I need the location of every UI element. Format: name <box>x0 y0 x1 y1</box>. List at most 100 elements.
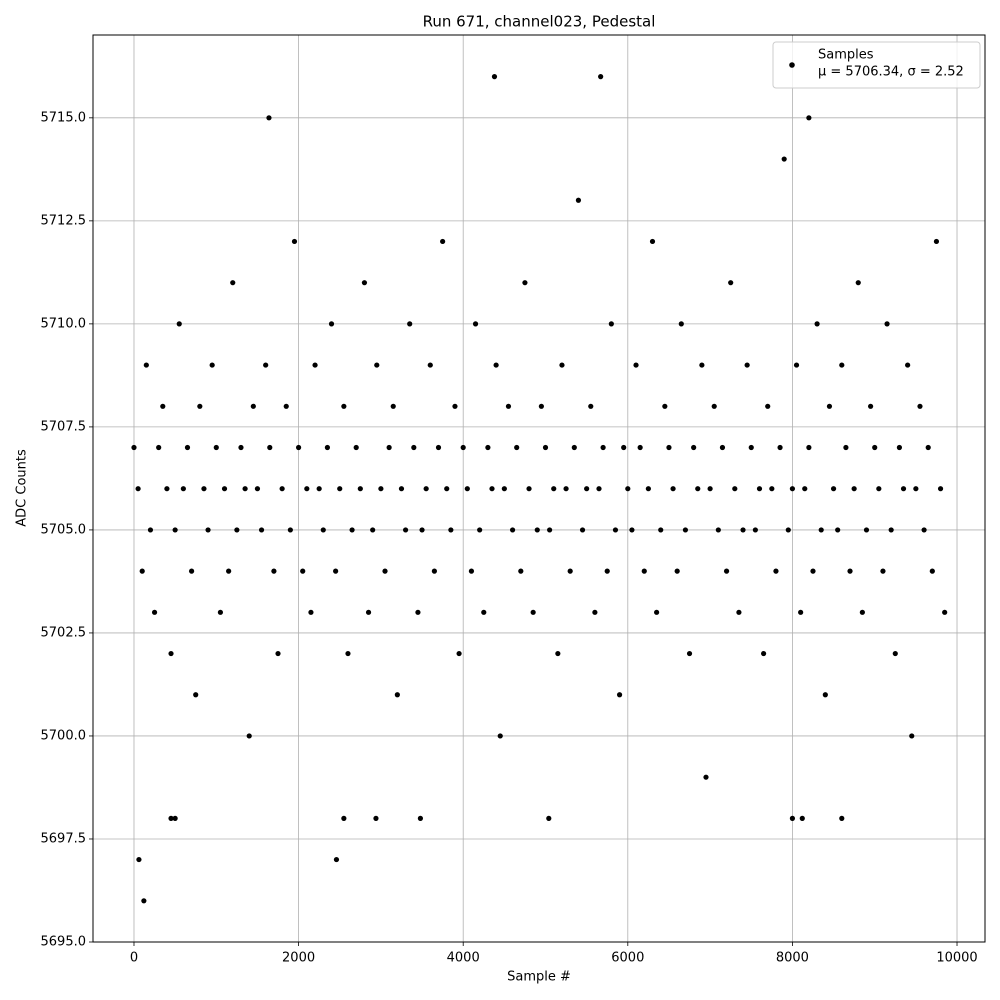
legend-marker <box>789 62 795 68</box>
data-point <box>645 486 651 492</box>
data-point <box>781 156 787 162</box>
data-point <box>736 609 742 615</box>
data-point <box>699 362 705 368</box>
data-point <box>431 568 437 574</box>
data-point <box>686 650 693 657</box>
data-point <box>799 815 805 821</box>
data-point <box>748 444 754 451</box>
data-point <box>575 197 582 203</box>
data-point <box>723 568 730 574</box>
data-point <box>209 362 215 368</box>
data-point <box>859 609 865 615</box>
data-point <box>789 486 796 492</box>
data-point <box>633 362 639 368</box>
data-point <box>287 527 293 533</box>
x-tick-label: 6000 <box>611 951 644 966</box>
data-point <box>156 444 162 451</box>
data-point <box>250 403 256 409</box>
data-point <box>514 444 520 451</box>
data-point <box>226 568 232 574</box>
data-point <box>678 321 684 327</box>
data-point <box>477 527 483 533</box>
data-point <box>246 733 252 739</box>
data-point <box>160 403 166 409</box>
data-point <box>361 280 368 286</box>
data-point <box>505 403 512 409</box>
data-point <box>485 444 491 451</box>
data-point <box>752 527 758 533</box>
y-tick-label: 5697.5 <box>41 831 87 846</box>
data-point <box>238 444 244 451</box>
data-point <box>427 362 433 368</box>
data-point <box>267 444 273 451</box>
data-point <box>785 527 791 533</box>
data-point <box>365 609 372 615</box>
x-tick-label: 10000 <box>936 951 977 966</box>
y-tick-label: 5695.0 <box>41 935 87 950</box>
data-point <box>373 815 379 821</box>
data-point <box>761 650 767 657</box>
data-point <box>164 486 170 492</box>
data-point <box>637 444 643 451</box>
data-point <box>806 444 812 451</box>
legend-label: μ = 5706.34, σ = 2.52 <box>818 65 964 80</box>
data-point <box>417 815 424 821</box>
data-point <box>917 403 923 409</box>
data-point <box>518 568 524 574</box>
data-point <box>880 568 886 574</box>
data-point <box>444 486 450 492</box>
data-point <box>139 568 145 574</box>
data-point <box>526 486 532 492</box>
data-point <box>423 486 429 492</box>
data-point <box>830 486 837 492</box>
data-point <box>316 486 322 492</box>
y-tick-label: 5705.0 <box>41 522 87 537</box>
data-point <box>649 238 656 245</box>
data-point <box>456 650 462 657</box>
x-axis-label: Sample # <box>507 970 571 985</box>
y-tick-label: 5702.5 <box>41 625 87 640</box>
data-point <box>349 527 355 533</box>
data-point <box>579 527 586 533</box>
data-point <box>896 444 903 451</box>
data-point <box>184 444 191 451</box>
data-point <box>136 856 142 863</box>
data-point <box>538 403 544 409</box>
data-point <box>925 444 931 451</box>
y-axis-label: ADC Counts <box>15 449 30 527</box>
data-point <box>674 568 680 574</box>
data-point <box>892 650 898 657</box>
data-point <box>497 733 503 739</box>
data-point <box>266 115 272 121</box>
x-tick-label: 8000 <box>776 951 809 966</box>
data-point <box>670 486 676 492</box>
legend: Samples μ = 5706.34, σ = 2.52 <box>772 41 981 89</box>
x-tick-label: 2000 <box>282 951 315 966</box>
data-point <box>300 568 306 574</box>
data-point <box>143 362 149 368</box>
data-point <box>592 609 598 615</box>
data-point <box>386 444 392 451</box>
data-point <box>888 527 894 533</box>
x-tick-label: 4000 <box>447 951 480 966</box>
data-point <box>641 568 647 574</box>
data-point <box>213 444 219 451</box>
data-point <box>345 650 351 657</box>
data-point <box>308 609 314 615</box>
data-point <box>542 444 549 451</box>
data-point <box>777 444 783 451</box>
data-point <box>555 650 561 657</box>
data-point <box>460 444 466 451</box>
data-point <box>279 486 285 492</box>
data-point <box>291 238 298 245</box>
data-point <box>711 403 717 409</box>
data-point <box>658 527 664 533</box>
data-point <box>715 527 721 533</box>
data-point <box>596 486 602 492</box>
data-point <box>629 527 635 533</box>
data-point <box>378 486 384 492</box>
data-point <box>826 403 833 409</box>
data-point <box>728 280 734 286</box>
data-point <box>509 527 516 533</box>
data-point <box>598 74 604 80</box>
